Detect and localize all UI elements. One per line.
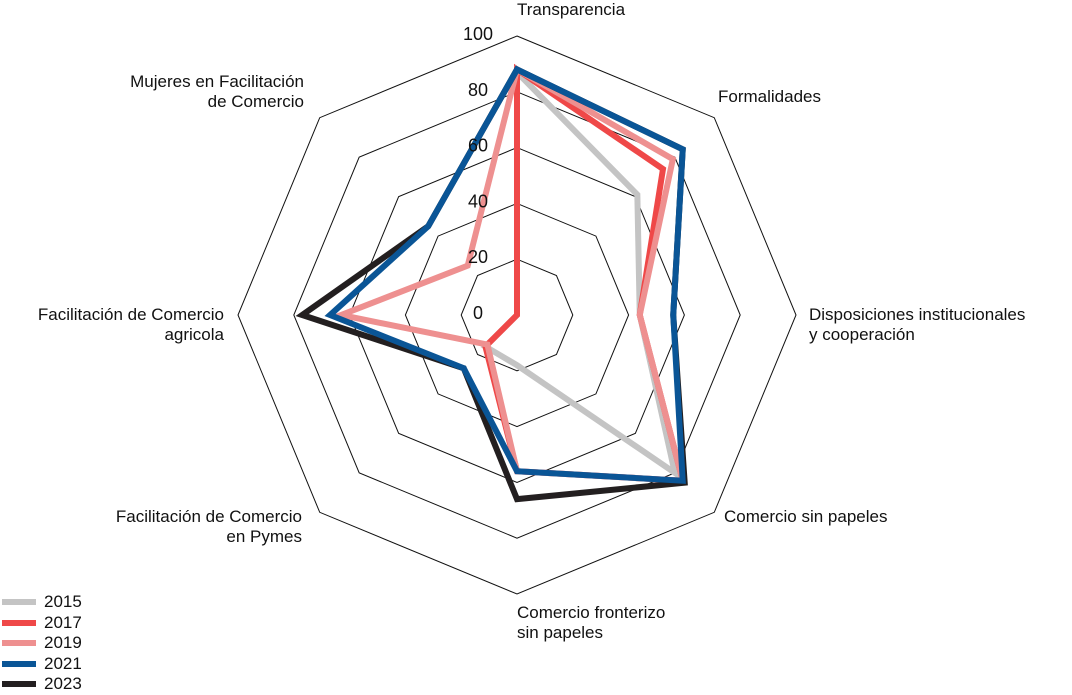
series-2021 (324, 65, 686, 484)
radar-series (295, 63, 688, 503)
grid-ring (237, 35, 797, 595)
legend-swatch (2, 599, 36, 606)
grid-ring (460, 258, 574, 372)
axis-label-mujeres: Mujeres en Facilitación de Comercio (130, 72, 304, 111)
axis-label-disposiciones: Disposiciones institucionales y cooperac… (809, 305, 1026, 344)
axis-label-formalidades: Formalidades (718, 87, 821, 106)
grid-ring (293, 91, 741, 539)
axis-label-transparencia: Transparencia (517, 0, 626, 19)
axis-label-comercio-sin-papeles: Comercio sin papeles (724, 507, 888, 526)
legend-item-2017: 2017 (2, 613, 82, 634)
tick-label: 40 (468, 191, 488, 211)
series-2017 (482, 63, 687, 484)
legend-label: 2017 (44, 612, 82, 632)
axis-label-comercio-fronterizo: Comercio fronterizo sin papeles (517, 603, 666, 642)
tick-label: 60 (468, 136, 488, 156)
axis-label-agricola: Facilitación de Comercio agricola (37, 305, 224, 344)
tick-label: 0 (473, 303, 483, 323)
legend-item-2015: 2015 (2, 592, 82, 613)
legend-swatch (2, 619, 36, 626)
grid-ring (404, 202, 630, 428)
legend-item-2023: 2023 (2, 674, 82, 695)
axis-label-pymes: Facilitación de Comercio en Pymes (115, 507, 302, 546)
legend: 2015 2017 2019 2021 2023 (2, 592, 82, 695)
legend-item-2021: 2021 (2, 654, 82, 675)
legend-label: 2023 (44, 674, 82, 694)
tick-label: 100 (463, 24, 493, 44)
radar-ticks: 0 20 40 60 80 100 (463, 24, 493, 323)
legend-label: 2015 (44, 592, 82, 612)
tick-label: 80 (468, 80, 488, 100)
legend-swatch (2, 640, 36, 647)
tick-label: 20 (468, 247, 488, 267)
legend-item-2019: 2019 (2, 633, 82, 654)
legend-swatch (2, 660, 36, 667)
legend-label: 2019 (44, 633, 82, 653)
legend-label: 2021 (44, 653, 82, 673)
legend-swatch (2, 681, 36, 688)
